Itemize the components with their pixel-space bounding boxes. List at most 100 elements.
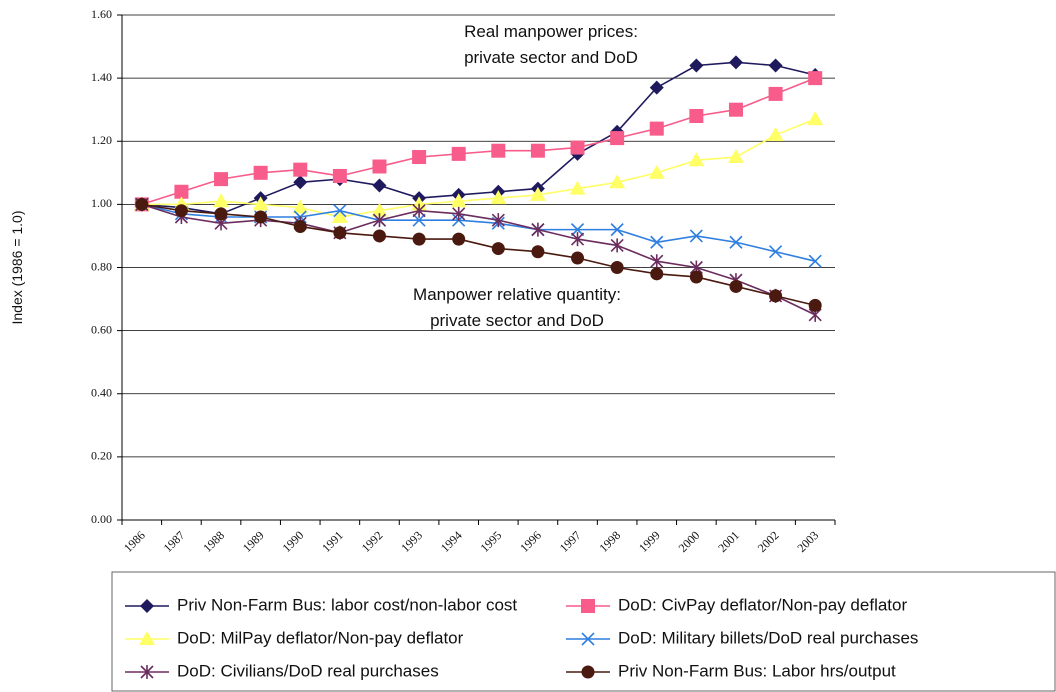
x-tick-label: 1998 <box>596 528 623 555</box>
x-tick-label: 1991 <box>319 528 346 555</box>
data-point <box>650 254 664 269</box>
data-point <box>610 223 624 237</box>
data-point <box>529 186 546 201</box>
legend-label: DoD: Military billets/DoD real purchases <box>618 628 918 647</box>
data-point <box>808 254 822 268</box>
data-point <box>610 238 624 253</box>
y-tick-label: 1.40 <box>91 70 112 84</box>
data-point <box>372 178 387 193</box>
data-point <box>214 207 228 221</box>
data-point <box>728 55 743 70</box>
data-point <box>333 204 347 218</box>
data-point <box>610 261 624 274</box>
x-tick-label: 1993 <box>398 528 425 555</box>
x-tick-label: 2002 <box>755 528 782 555</box>
data-point <box>174 204 188 218</box>
x-tick-label: 2000 <box>676 528 703 555</box>
data-point <box>808 298 822 312</box>
series-line <box>141 61 816 215</box>
data-point <box>412 232 426 246</box>
data-point <box>808 71 823 86</box>
annotation: Manpower relative quantity: <box>413 285 621 304</box>
data-point <box>729 279 743 293</box>
x-tick-label: 1994 <box>438 528 465 555</box>
data-point <box>650 267 664 281</box>
data-point <box>649 80 664 95</box>
data-point <box>490 190 507 205</box>
data-point <box>292 199 309 214</box>
data-point <box>688 152 705 167</box>
data-point <box>412 203 426 218</box>
y-tick-label: 0.60 <box>91 322 112 336</box>
y-tick-label: 0.20 <box>91 449 112 463</box>
data-point <box>531 245 545 259</box>
data-point <box>571 251 585 265</box>
series-line <box>141 118 816 218</box>
annotation: Real manpower prices: <box>464 22 638 41</box>
x-tick-label: 1999 <box>636 528 663 555</box>
data-point <box>174 184 189 199</box>
data-point <box>769 289 783 303</box>
x-tick-label: 1992 <box>359 528 386 555</box>
data-point <box>768 86 783 101</box>
data-point <box>649 121 664 136</box>
data-point <box>728 102 743 117</box>
data-point <box>729 235 743 249</box>
data-point <box>648 164 665 179</box>
legend-label: DoD: MilPay deflator/Non-pay deflator <box>177 628 464 647</box>
y-tick-label: 1.20 <box>91 133 112 147</box>
data-point <box>650 235 664 249</box>
data-point <box>412 150 427 165</box>
x-tick-label: 1989 <box>240 528 267 555</box>
annotation: private sector and DoD <box>430 311 604 330</box>
data-point <box>135 197 149 211</box>
legend-marker <box>581 665 595 679</box>
y-tick-label: 1.60 <box>91 7 112 21</box>
data-point <box>531 222 545 237</box>
data-point <box>412 213 426 227</box>
data-point <box>491 143 506 158</box>
data-point <box>570 223 585 237</box>
data-point <box>491 242 505 256</box>
y-tick-label: 0.00 <box>91 512 112 526</box>
data-point <box>254 210 268 224</box>
data-point <box>767 126 784 141</box>
data-point <box>727 149 744 164</box>
data-point <box>769 245 783 259</box>
legend-label: Priv Non-Farm Bus: Labor hrs/output <box>618 661 896 680</box>
data-point <box>451 146 466 161</box>
legend-label: DoD: Civilians/DoD real purchases <box>177 661 439 680</box>
y-tick-label: 1.00 <box>91 196 112 210</box>
annotation: private sector and DoD <box>464 48 638 67</box>
y-tick-label: 0.40 <box>91 386 112 400</box>
legend-label: DoD: CivPay deflator/Non-pay deflator <box>618 595 907 614</box>
x-tick-label: 1986 <box>121 528 148 555</box>
y-axis-label: Index (1986 = 1.0) <box>9 210 25 324</box>
data-point <box>569 180 586 195</box>
data-point <box>452 232 466 246</box>
data-point <box>570 232 585 247</box>
data-point <box>570 140 585 155</box>
data-point <box>530 143 545 158</box>
data-point <box>609 174 626 189</box>
legend-box <box>111 571 1056 692</box>
data-point <box>214 172 229 187</box>
data-point <box>213 193 230 208</box>
data-point <box>371 202 388 217</box>
data-point <box>372 213 387 228</box>
x-tick-label: 1990 <box>279 528 306 555</box>
data-point <box>452 206 466 221</box>
data-point <box>333 226 347 240</box>
data-point <box>293 162 308 177</box>
x-tick-label: 1996 <box>517 528 544 555</box>
data-point <box>293 219 307 233</box>
legend-marker <box>140 599 154 613</box>
data-point <box>807 111 824 126</box>
data-point <box>450 193 467 208</box>
x-tick-label: 2003 <box>794 528 821 555</box>
data-point <box>372 159 387 174</box>
legend-marker <box>581 599 595 613</box>
x-tick-label: 1988 <box>200 528 227 555</box>
data-point <box>689 229 703 243</box>
